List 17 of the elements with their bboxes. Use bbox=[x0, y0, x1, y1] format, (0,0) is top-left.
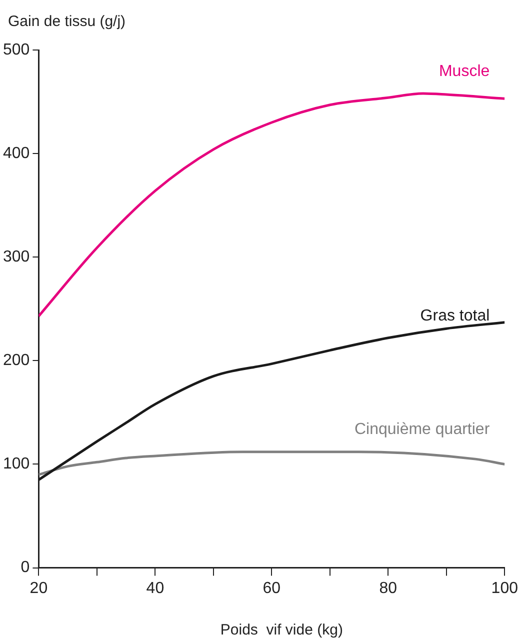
x-tick-label: 40 bbox=[146, 580, 164, 597]
x-tick-label: 20 bbox=[30, 580, 48, 597]
x-axis-title: Poids vif vide (kg) bbox=[220, 622, 343, 639]
series-label: Muscle bbox=[438, 62, 490, 80]
x-tick-label: 80 bbox=[379, 580, 398, 597]
y-tick-label: 400 bbox=[2, 144, 30, 162]
x-tick-label: 100 bbox=[491, 580, 518, 597]
x-tick-label: 60 bbox=[262, 580, 281, 597]
y-tick-label: 300 bbox=[2, 248, 30, 266]
y-tick-label: 500 bbox=[2, 41, 30, 58]
y-tick-label: 0 bbox=[20, 559, 30, 576]
line-series bbox=[38, 450, 505, 476]
series-label: Gras total bbox=[420, 307, 490, 324]
y-tick-label: 100 bbox=[2, 456, 30, 473]
y-tick-label: 200 bbox=[2, 352, 30, 370]
series-label: Cinquième quartier bbox=[354, 421, 490, 438]
y-axis-title: Gain de tissu (g/j) bbox=[8, 13, 126, 30]
